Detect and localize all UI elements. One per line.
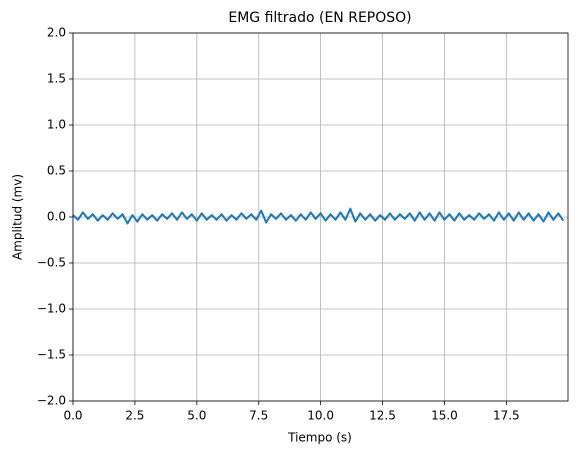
y-tick-label: 0.0 <box>47 210 66 224</box>
y-tick-label: −1.5 <box>37 348 66 362</box>
y-tick-label: 0.5 <box>47 164 66 178</box>
x-tick-label: 10.0 <box>307 409 334 423</box>
x-tick-label: 5.0 <box>187 409 206 423</box>
line-series <box>72 207 565 225</box>
y-tick-label: 1.5 <box>47 72 66 86</box>
x-tick-label: 0.0 <box>63 409 82 423</box>
x-tick-label: 15.0 <box>431 409 458 423</box>
chart-title: EMG filtrado (EN REPOSO) <box>228 10 411 26</box>
y-tick-label: −0.5 <box>37 256 66 270</box>
plot-frame <box>72 32 569 402</box>
x-tick-label: 17.5 <box>493 409 520 423</box>
x-tick-label: 2.5 <box>125 409 144 423</box>
x-axis-label: Tiempo (s) <box>287 431 352 445</box>
y-axis-label: Amplitud (mv) <box>11 174 25 260</box>
y-tick-label: 1.0 <box>47 118 66 132</box>
x-tick-label: 7.5 <box>249 409 268 423</box>
x-tick-label: 12.5 <box>369 409 396 423</box>
y-tick-label: −2.0 <box>37 394 66 408</box>
y-tick-label: 2.0 <box>47 26 66 40</box>
y-tick-label: −1.0 <box>37 302 66 316</box>
